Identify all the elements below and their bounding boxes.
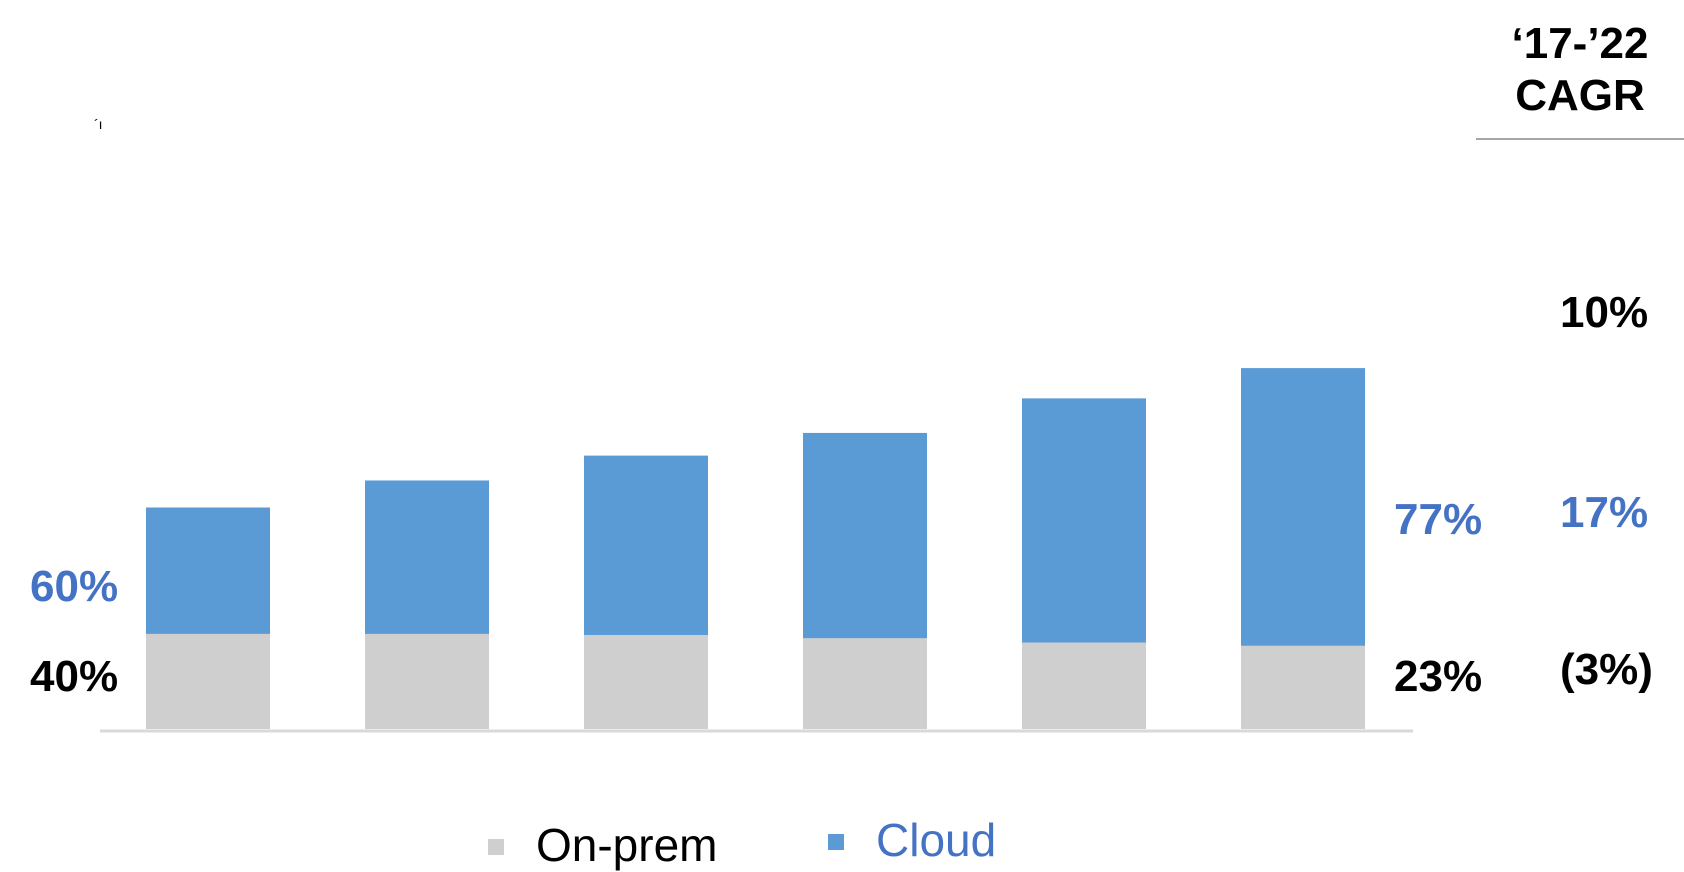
legend-cloud-label: Cloud [876, 814, 997, 866]
cloud-bar-2 [365, 480, 489, 634]
bar-group [146, 368, 1365, 729]
onprem-bar-3 [584, 634, 708, 729]
cagr-header: ‘17-’22 CAGR [1480, 18, 1680, 122]
cagr-divider [1476, 138, 1684, 140]
onprem-bar-6 [1241, 645, 1365, 729]
onprem-bar-1 [146, 633, 270, 729]
legend-onprem: On-prem [488, 818, 717, 872]
cloud-bar-3 [584, 455, 708, 635]
stray-mark: ´ı [94, 116, 103, 132]
onprem-swatch [488, 839, 504, 855]
onprem-bar-2 [365, 633, 489, 729]
end-onprem-share-label: 23% [1394, 652, 1483, 701]
start-cloud-share-label: 60% [30, 562, 119, 611]
cagr-cloud-value: 17% [1560, 488, 1649, 537]
cloud-bar-4 [803, 432, 927, 639]
cloud-bar-5 [1022, 398, 1146, 643]
onprem-bar-5 [1022, 642, 1146, 729]
legend-onprem-label: On-prem [536, 819, 718, 871]
cloud-swatch [828, 834, 844, 850]
cagr-header-period: ‘17-’22 [1511, 19, 1649, 68]
cagr-onprem-value: (3%) [1560, 645, 1653, 694]
onprem-bar-4 [803, 638, 927, 729]
cagr-total-value: 10% [1560, 288, 1649, 337]
start-onprem-share-label: 40% [30, 652, 119, 701]
end-cloud-share-label: 77% [1394, 495, 1483, 544]
cloud-bar-1 [146, 507, 270, 634]
cagr-header-label: CAGR [1515, 71, 1645, 120]
cloud-bar-6 [1241, 368, 1365, 646]
legend-cloud: Cloud [828, 813, 996, 867]
